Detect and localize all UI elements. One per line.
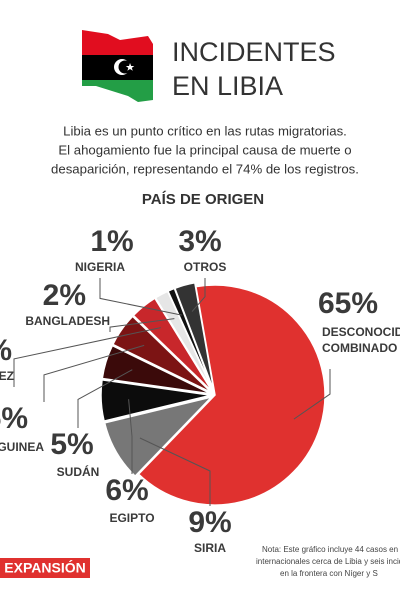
category-label: BANGLADESH xyxy=(25,314,110,328)
category-label: EGIPTO xyxy=(109,511,154,525)
title-line: EN LIBIA xyxy=(172,71,283,101)
leader-line xyxy=(293,369,331,420)
subtitle-line: desaparición, representando el 74% de lo… xyxy=(51,161,359,176)
leader-line xyxy=(128,399,133,474)
category-label: EZ xyxy=(0,369,14,383)
value-label: 6% xyxy=(105,474,148,507)
leader-line xyxy=(109,318,175,332)
pie-slice xyxy=(101,344,212,395)
pie-slice xyxy=(111,315,213,394)
category-label: DESCONOCID xyxy=(322,325,400,339)
category-label: NIGERIA xyxy=(75,260,125,274)
leader-line xyxy=(13,327,161,387)
leader-line xyxy=(139,437,211,506)
title-line: INCIDENTES xyxy=(172,37,336,67)
value-label: % xyxy=(0,334,12,367)
pie-slice xyxy=(173,281,215,392)
value-label: 9% xyxy=(188,506,231,539)
value-label: 5% xyxy=(50,428,93,461)
logo-box xyxy=(0,558,90,578)
chart-title: PAÍS DE ORIGEN xyxy=(142,191,264,208)
leader-line xyxy=(191,278,206,312)
category-label: OTROS xyxy=(184,260,227,274)
value-label: 5% xyxy=(0,402,28,435)
value-label: 3% xyxy=(178,225,221,258)
leader-line xyxy=(77,369,133,428)
value-label: 1% xyxy=(90,225,133,258)
category-label: COMBINADO xyxy=(322,341,397,355)
leader-line xyxy=(99,278,182,316)
value-label: 65% xyxy=(318,287,378,320)
category-label: GUINEA xyxy=(0,440,44,454)
category-label: SIRIA xyxy=(194,541,226,555)
labels: 65% DESCONOCID COMBINADO 9% SIRIA 6% EGIPTO 5% S… xyxy=(0,225,400,555)
leader-line xyxy=(43,344,145,402)
pie-slice xyxy=(103,395,214,478)
note-line: internacionales cerca de Libia y seis in… xyxy=(256,557,400,566)
subtitle-line: Libia es un punto crítico en las rutas m… xyxy=(63,123,347,138)
pie xyxy=(100,281,326,506)
value-label: 2% xyxy=(43,279,86,312)
note-line: Nota: Este gráfico incluye 44 casos en a xyxy=(262,545,400,554)
category-label: SUDÁN xyxy=(57,464,100,479)
pie-slice xyxy=(137,284,326,506)
subtitle-line: El ahogamiento fue la principal causa de… xyxy=(58,142,351,157)
logo: EXPANSIÓN xyxy=(4,559,85,576)
pie-slice xyxy=(100,379,212,422)
note-line: en la frontera con Níger y S xyxy=(280,569,378,578)
libya-flag-map xyxy=(82,30,153,102)
